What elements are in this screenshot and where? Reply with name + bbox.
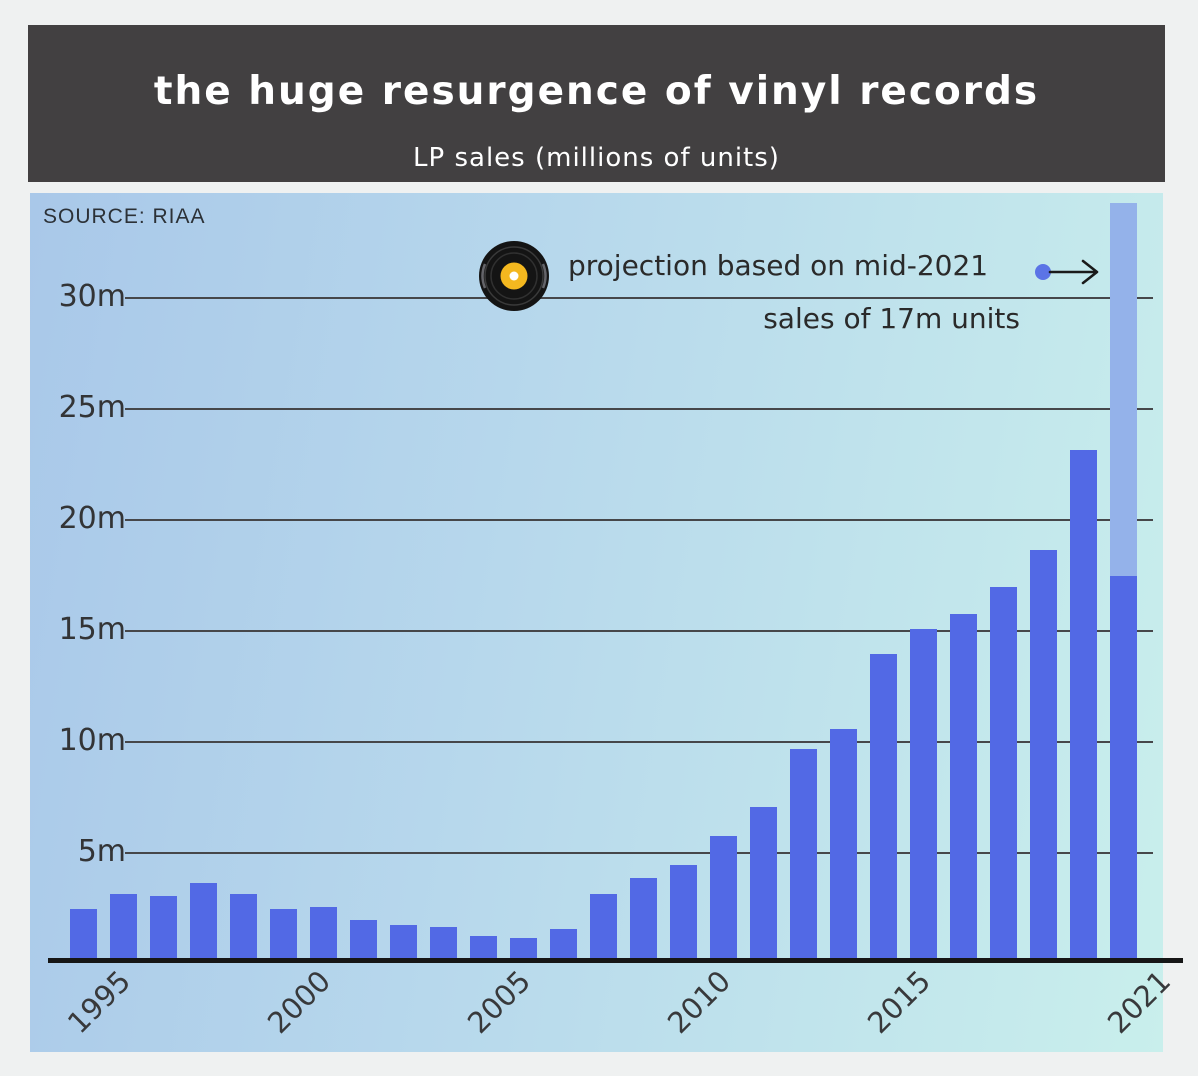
bar-2014 — [830, 729, 857, 958]
bar-2020 — [1070, 450, 1097, 958]
gridline-10m — [125, 741, 1153, 743]
x-axis-label-2010: 2010 — [660, 963, 737, 1041]
bar-2006 — [510, 938, 537, 958]
annotation-dot — [1035, 264, 1051, 280]
y-axis-label-5m: 5m — [77, 834, 126, 869]
bar-2016 — [910, 629, 937, 958]
bar-2001 — [310, 907, 337, 958]
y-axis-label-10m: 10m — [58, 723, 126, 758]
annotation-line1: projection based on mid-2021 — [568, 249, 989, 282]
bar-2012 — [750, 807, 777, 958]
chart-area: SOURCE: RIAA 30m 25m 20m 15m 10m 5m 1995 2000 20… — [30, 193, 1183, 1052]
annotation-line2: sales of 17m units — [763, 302, 1020, 335]
bar-1997 — [150, 896, 177, 958]
bar-2008 — [590, 894, 617, 958]
bar-2000 — [270, 909, 297, 958]
x-axis-label-2015: 2015 — [860, 963, 937, 1041]
y-axis-label-25m: 25m — [58, 390, 126, 425]
source-label: SOURCE: RIAA — [43, 205, 206, 228]
y-axis-label-20m: 20m — [58, 501, 126, 536]
gridline-5m — [125, 852, 1153, 854]
gridline-15m — [125, 630, 1153, 632]
bar-2013 — [790, 749, 817, 958]
bar-2004 — [430, 927, 457, 958]
y-axis-label-15m: 15m — [58, 612, 126, 647]
bar-1996 — [110, 894, 137, 958]
chart-title: the huge resurgence of vinyl records — [153, 69, 1040, 114]
bar-1999 — [230, 894, 257, 958]
y-axis-label-30m: 30m — [58, 279, 126, 314]
gridline-30m — [125, 297, 1153, 299]
bar-2010 — [670, 865, 697, 958]
chart-subtitle: LP sales (millions of units) — [413, 143, 780, 173]
bar-1995 — [70, 909, 97, 958]
x-axis-label-2021: 2021 — [1100, 963, 1177, 1041]
header-banner: the huge resurgence of vinyl records LP … — [28, 25, 1165, 182]
bar-2003 — [390, 925, 417, 958]
bar-2007 — [550, 929, 577, 958]
x-axis-label-1995: 1995 — [60, 963, 137, 1041]
gridline-20m — [125, 519, 1153, 521]
vinyl-record-icon — [479, 241, 549, 311]
bar-2009 — [630, 878, 657, 958]
bar-2011 — [710, 836, 737, 958]
x-axis-line — [48, 958, 1183, 963]
bar-2005 — [470, 936, 497, 958]
bar-2019 — [1030, 550, 1057, 958]
x-axis-label-2000: 2000 — [260, 963, 337, 1041]
bar-1998 — [190, 883, 217, 958]
bar-2017 — [950, 614, 977, 958]
bar-2015 — [870, 654, 897, 958]
bar-2002 — [350, 920, 377, 958]
bar-2021 — [1110, 576, 1137, 958]
gridline-25m — [125, 408, 1153, 410]
bar-2018 — [990, 587, 1017, 958]
x-axis-label-2005: 2005 — [460, 963, 537, 1041]
arrow-right-icon — [1048, 259, 1099, 285]
